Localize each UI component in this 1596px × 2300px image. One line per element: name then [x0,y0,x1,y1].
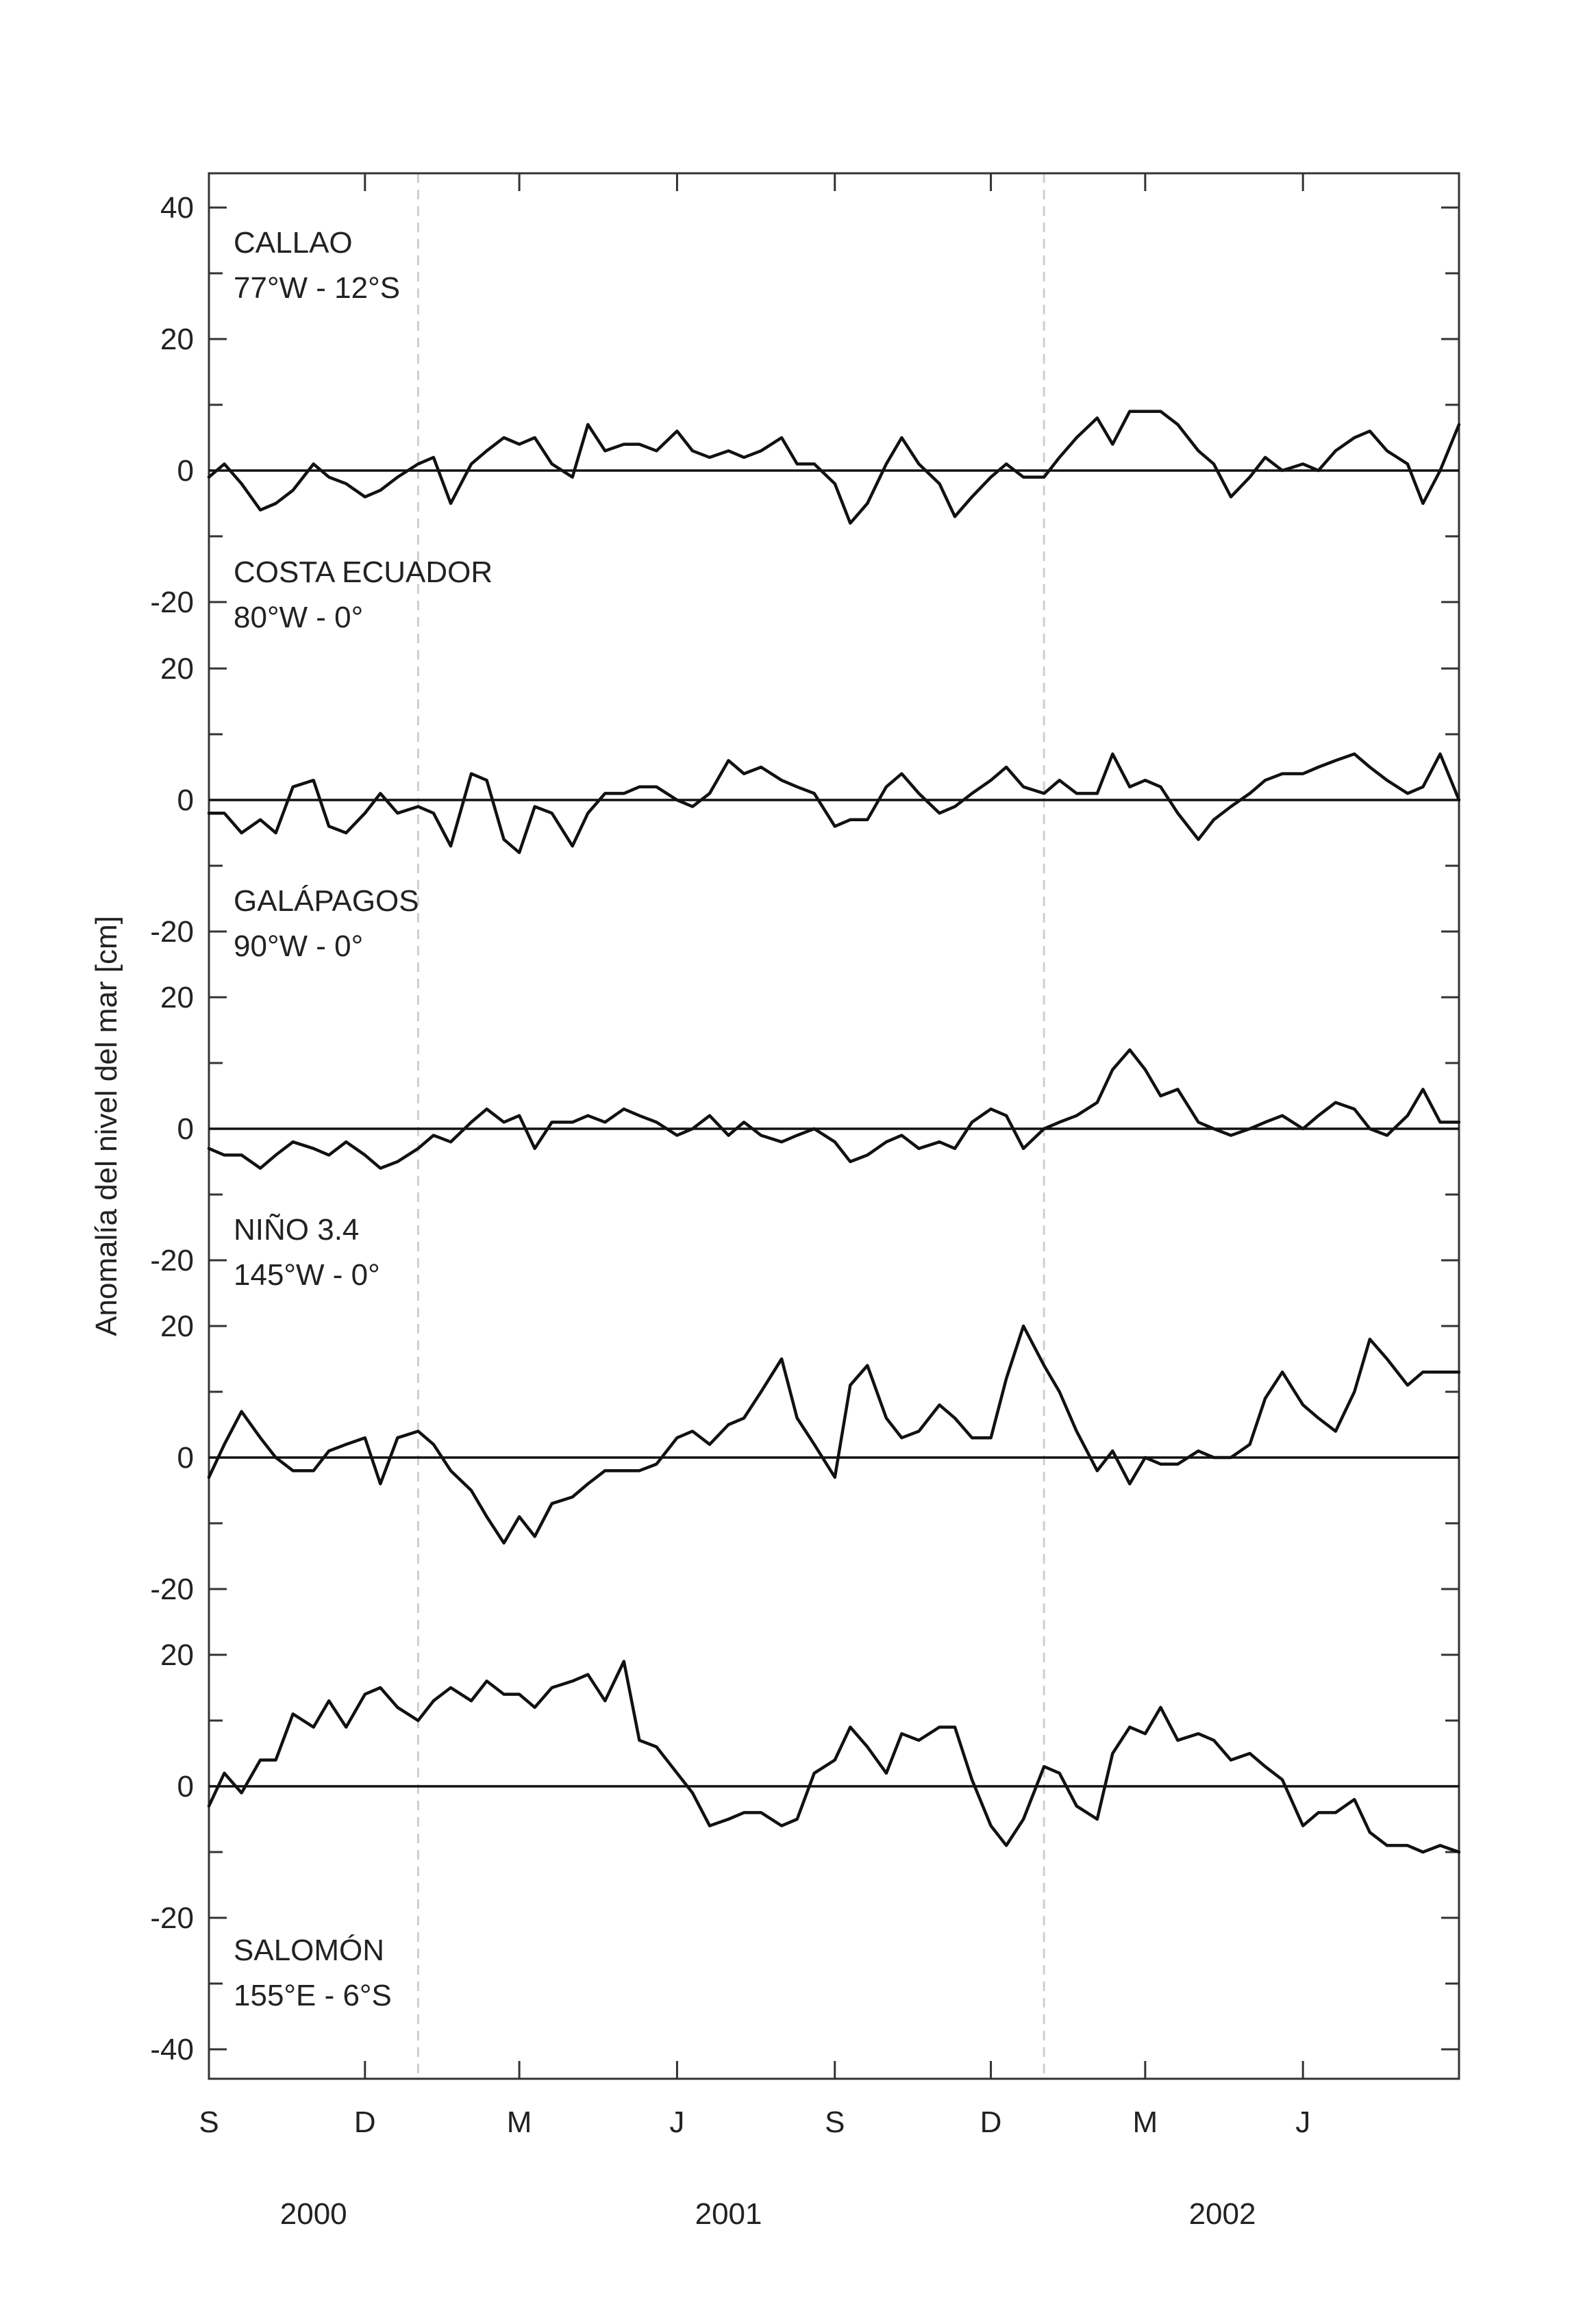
y-axis-label: Anomalía del nivel del mar [cm] [90,916,123,1336]
x-tick-label: D [980,2105,1002,2139]
station-coords-label: 145°W - 0° [234,1258,380,1292]
y-tick-label: 0 [177,454,194,488]
station-name-label: COSTA ECUADOR [234,555,492,589]
y-tick-label: 0 [177,1441,194,1475]
x-tick-label: M [1133,2105,1158,2139]
series-line [207,1660,1461,1854]
station-name-label: CALLAO [234,226,353,260]
station-coords-label: 80°W - 0° [234,601,363,634]
y-tick-label: 20 [160,981,194,1014]
station-name-label: SALOMÓN [234,1934,384,1967]
plot-frame [208,172,1460,2080]
y-tick-label: 20 [160,652,194,686]
y-tick-label: 20 [160,1310,194,1343]
y-tick-label: 20 [160,323,194,356]
station-coords-label: 90°W - 0° [234,929,363,963]
year-label: 2002 [1189,2197,1256,2231]
series-line [207,410,1461,525]
y-tick-label: -20 [150,915,194,949]
series-line [207,1324,1461,1545]
y-tick-label: -20 [150,586,194,619]
y-tick-label: 0 [177,784,194,817]
y-tick-label: 40 [160,191,194,225]
series-line [207,1048,1461,1170]
series-line [207,752,1461,855]
y-tick-label: -20 [150,1573,194,1606]
x-tick-label: D [354,2105,376,2139]
x-tick-label: J [1295,2105,1310,2139]
station-name-label: NIÑO 3.4 [234,1212,359,1247]
y-tick-label: -40 [150,2033,194,2066]
y-tick-label: -20 [150,1901,194,1935]
x-tick-label: J [669,2105,684,2139]
station-coords-label: 77°W - 12°S [234,271,400,305]
x-tick-label: M [507,2105,532,2139]
y-tick-label: 0 [177,1112,194,1146]
year-label: 2001 [695,2197,762,2231]
station-coords-label: 155°E - 6°S [234,1979,392,2012]
year-label: 2000 [280,2197,347,2231]
x-tick-label: S [199,2105,219,2139]
station-name-label: GALÁPAGOS [234,884,419,918]
y-tick-label: -20 [150,1244,194,1277]
y-tick-label: 20 [160,1638,194,1672]
y-tick-label: 0 [177,1770,194,1803]
x-tick-label: S [825,2105,845,2139]
